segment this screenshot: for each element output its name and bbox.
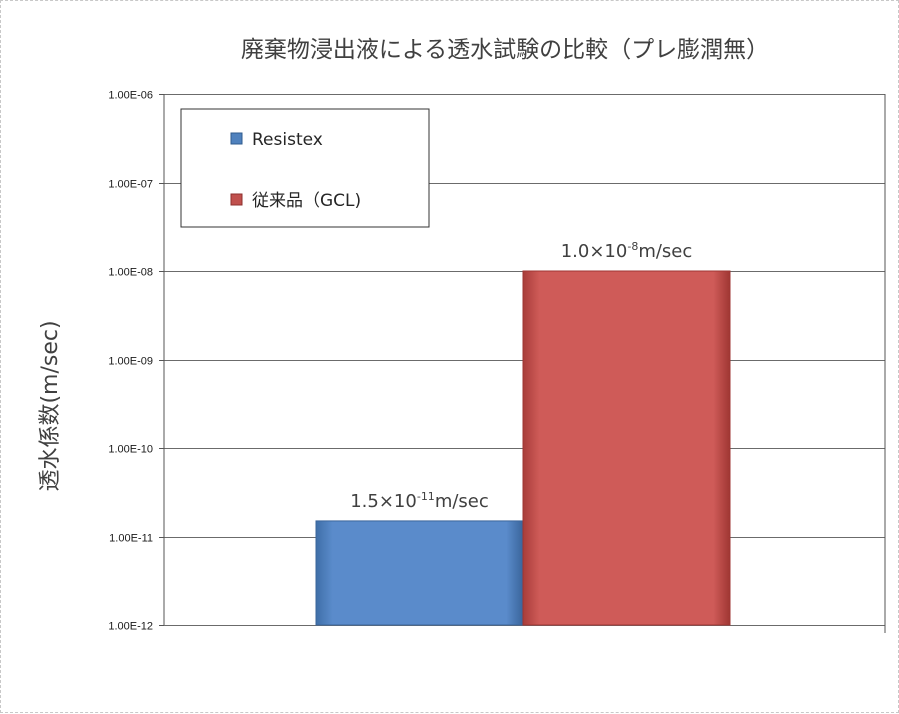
y-tick-label-0: 1.00E-12 xyxy=(108,621,153,633)
legend-label-1: 従来品（GCL) xyxy=(252,191,361,211)
legend-label-0: Resistex xyxy=(252,130,323,150)
y-tick-label-3: 1.00E-09 xyxy=(108,356,153,368)
legend-box xyxy=(180,108,430,228)
bar-0 xyxy=(315,520,524,626)
legend-swatch-0 xyxy=(230,132,243,145)
bar-1 xyxy=(522,270,731,626)
y-tick-label-4: 1.00E-08 xyxy=(108,267,153,279)
y-tick-label-5: 1.00E-07 xyxy=(108,179,153,191)
y-tick-label-1: 1.00E-11 xyxy=(109,533,153,545)
bar-label-1: 1.0×10-8m/sec xyxy=(561,240,693,262)
bar-labels: 1.5×10-11m/sec 1.0×10-8m/sec xyxy=(350,240,692,512)
bars xyxy=(315,270,731,626)
legend-item-0: Resistex xyxy=(230,130,323,150)
y-axis-label: 透水係数(m/sec) xyxy=(38,320,63,491)
legend-swatch-1 xyxy=(230,193,243,206)
chart-title: 廃棄物浸出液による透水試験の比較（プレ膨潤無） xyxy=(241,37,769,63)
legend-item-1: 従来品（GCL) xyxy=(230,191,361,211)
y-tick-label-2: 1.00E-10 xyxy=(108,444,153,456)
bar-label-0: 1.5×10-11m/sec xyxy=(350,490,489,512)
y-tick-label-6: 1.00E-06 xyxy=(108,90,153,102)
y-axis-ticks: 1.00E-12 1.00E-11 1.00E-10 1.00E-09 1.00E-08… xyxy=(108,90,164,633)
legend: Resistex 従来品（GCL) xyxy=(180,108,430,228)
